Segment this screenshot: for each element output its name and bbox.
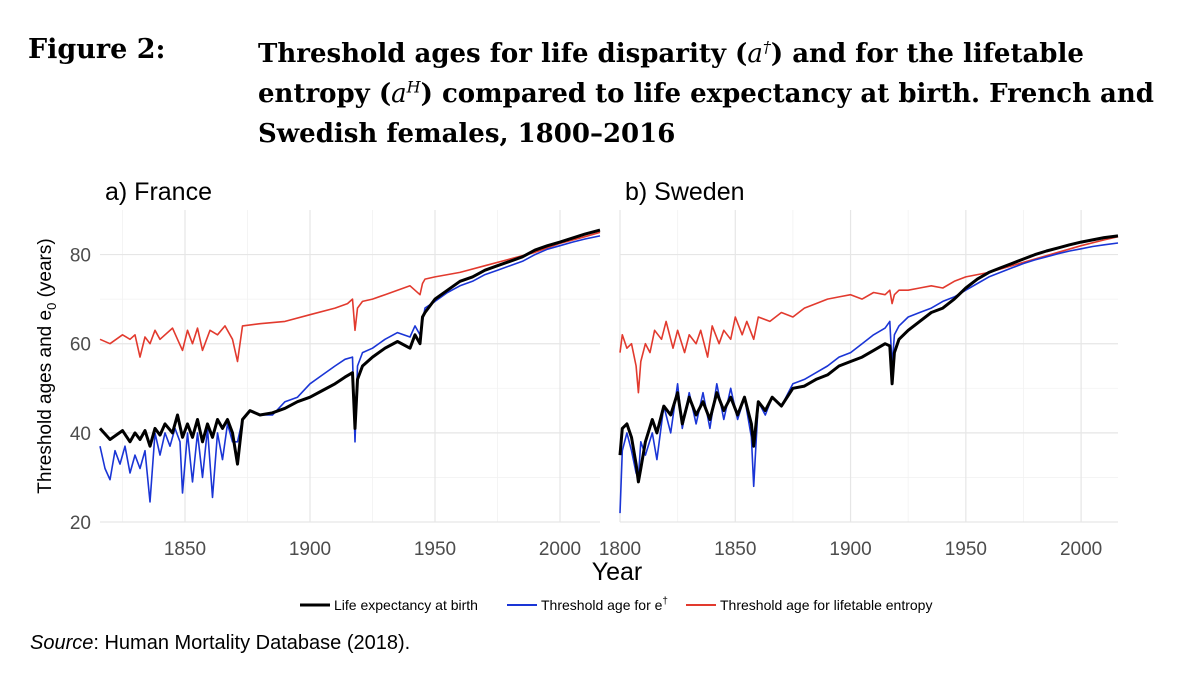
caption-superscript-1: † xyxy=(762,37,771,57)
panel-1-x-tick-label: 1900 xyxy=(289,539,331,560)
legend-label-text: Threshold age for lifetable entropy xyxy=(720,597,932,613)
figure-label: Figure 2: xyxy=(28,34,166,65)
legend-label-life-expectancy: Life expectancy at birth xyxy=(334,597,478,613)
caption-symbol-1: a xyxy=(747,39,763,69)
panel-1-series-life-expectancy xyxy=(98,228,601,466)
legend-label-text: Threshold age for e xyxy=(541,597,663,613)
panel-2-x-tick-label: 1950 xyxy=(945,539,987,560)
y-tick-label: 80 xyxy=(70,246,91,267)
y-axis-label-main: Threshold ages and e xyxy=(35,310,56,494)
source-note: Source: Human Mortality Database (2018). xyxy=(30,632,410,655)
caption-symbol-2: a xyxy=(391,79,407,109)
caption-superscript-2: H xyxy=(406,77,421,97)
y-tick-label: 20 xyxy=(70,513,91,534)
panel-1-background xyxy=(100,210,600,522)
caption-symbol-a-dagger: a† xyxy=(747,39,771,69)
x-axis-label: Year xyxy=(592,558,643,586)
legend-label-text: Life expectancy at birth xyxy=(334,597,478,613)
panel-1-title: a) France xyxy=(105,178,212,206)
panel-1-x-tick-label: 2000 xyxy=(539,539,581,560)
figure-caption: Threshold ages for life disparity (a†) a… xyxy=(258,34,1173,154)
panel-2-title: b) Sweden xyxy=(625,178,745,206)
panel-1-x-tick-label: 1850 xyxy=(164,539,206,560)
caption-part-1: Threshold ages for life disparity ( xyxy=(258,39,748,69)
source-label: Source xyxy=(30,632,94,654)
caption-part-3: ) compared to life expectancy at birth. … xyxy=(258,79,1154,149)
legend-label-superscript: † xyxy=(662,596,668,607)
caption-part-2: ) and for the lifetable entropy ( xyxy=(258,39,1084,109)
panel-2-series-life-expectancy xyxy=(618,234,1119,484)
y-tick-label: 40 xyxy=(70,424,91,445)
legend-label-threshold-entropy: Threshold age for lifetable entropy xyxy=(720,597,932,613)
panel-2-x-tick-label: 1800 xyxy=(599,539,641,560)
panel-2-x-tick-label: 1850 xyxy=(714,539,756,560)
panel-1-series-threshold-entropy xyxy=(99,231,601,363)
y-axis-label-subscript: 0 xyxy=(44,303,59,310)
panel-1-x-tick-label: 1950 xyxy=(414,539,456,560)
panel-2-background xyxy=(620,210,1118,522)
caption-symbol-a-h: aH xyxy=(391,79,420,109)
y-axis-label-tail: (years) xyxy=(35,238,56,302)
panel-2-series-threshold-entropy xyxy=(619,235,1119,394)
panel-2-x-tick-label: 2000 xyxy=(1060,539,1102,560)
source-text: : Human Mortality Database (2018). xyxy=(93,632,411,654)
legend-label-threshold-edagger: Threshold age for e† xyxy=(541,596,668,613)
panel-2-x-tick-label: 1900 xyxy=(829,539,871,560)
y-tick-label: 60 xyxy=(70,335,91,356)
y-axis-label: Threshold ages and e0 (years) xyxy=(35,238,59,493)
